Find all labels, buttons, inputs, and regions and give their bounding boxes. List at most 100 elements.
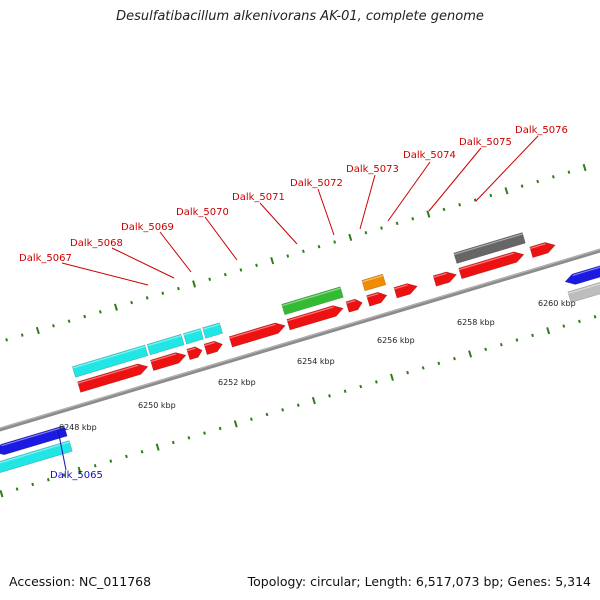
gene-arrow [432, 271, 458, 287]
inner-tick [374, 380, 378, 384]
gene-shine [204, 341, 215, 347]
scale-label: 6252 kbp [218, 378, 256, 387]
outer-tick [473, 198, 477, 202]
inner-tick [546, 327, 551, 335]
gene-shine [362, 274, 384, 283]
outer-tick [380, 226, 383, 230]
gene-shine [281, 287, 341, 307]
gene-label: Dalk_5073 [346, 164, 399, 175]
inner-tick [406, 370, 409, 375]
inner-tick [93, 464, 97, 468]
outer-tick [67, 319, 71, 323]
label-leader-line [475, 135, 539, 202]
outer-tick [348, 233, 353, 241]
inner-tick [203, 431, 206, 435]
genome-backbone [0, 248, 600, 432]
gene-label: Dalk_5068 [70, 238, 123, 249]
outer-tick [270, 257, 275, 265]
outer-tick [177, 286, 180, 291]
outer-tick [255, 263, 258, 268]
inner-tick [343, 389, 347, 393]
inner-tick [218, 426, 222, 431]
inner-tick [62, 473, 66, 477]
gene-box [281, 286, 344, 316]
label-leader-line [359, 174, 376, 230]
inner-tick [155, 443, 160, 451]
outer-tick [458, 203, 462, 207]
inner-tick [77, 466, 82, 475]
gene-shine [453, 233, 523, 255]
inner-tick [31, 482, 35, 487]
outer-tick [286, 254, 290, 258]
label-leader-line [159, 231, 192, 273]
gene-arrow [150, 352, 187, 371]
gene-box [0, 440, 73, 474]
gene-shine [0, 441, 70, 464]
inner-tick [359, 384, 363, 389]
gene-label: Dalk_5071 [232, 192, 285, 203]
label-leader-line [259, 202, 298, 245]
gene-box [183, 328, 204, 345]
inner-tick [140, 450, 144, 454]
outer-tick [551, 175, 555, 179]
inner-tick [499, 342, 503, 347]
gene-shine [202, 323, 221, 330]
gene-box [361, 273, 387, 292]
outer-tick [192, 280, 197, 288]
outer-tick [567, 170, 571, 174]
inner-tick [0, 490, 4, 498]
inner-tick [171, 440, 175, 445]
outer-tick [52, 324, 55, 328]
scale-label: 6254 kbp [297, 357, 335, 366]
inner-tick [437, 361, 441, 366]
gene-shine [183, 329, 201, 336]
inner-tick [46, 477, 50, 482]
inner-tick [187, 436, 191, 440]
gene-shine [186, 347, 196, 352]
outer-tick [426, 210, 431, 218]
gene-arrow [186, 346, 203, 361]
gene-arrow [77, 363, 149, 393]
backbone-line [0, 248, 600, 432]
gene-label: Dalk_5074 [403, 150, 456, 161]
tick-marks [0, 163, 597, 498]
inner-tick [484, 347, 488, 352]
inner-tick [296, 403, 300, 407]
gene-shine [458, 252, 515, 271]
label-leader-line [111, 247, 175, 279]
gene-arrow [0, 425, 68, 456]
outer-tick [302, 249, 305, 254]
gene-shine [150, 353, 177, 363]
map-title: Desulfatibacillum alkenivorans AK-01, co… [116, 9, 484, 24]
outer-tick [504, 187, 509, 195]
gene-shine [366, 293, 379, 298]
label-leader-line [317, 188, 335, 236]
inner-tick [390, 373, 394, 381]
accession-text: Accession: NC_011768 [9, 574, 152, 589]
outer-tick [582, 163, 587, 172]
scale-label: 6248 kbp [59, 423, 97, 432]
inner-tick [531, 333, 534, 338]
inner-tick [311, 396, 316, 405]
inner-tick [233, 420, 238, 428]
gene-label: Dalk_5072 [290, 178, 343, 189]
gene-shine [1, 426, 65, 447]
gene-labels: Dalk_5065Dalk_5067Dalk_5068Dalk_5069Dalk… [19, 125, 568, 481]
outer-tick [223, 272, 227, 277]
label-leader-line [387, 161, 431, 222]
label-leaders [57, 135, 539, 471]
gene-box [202, 322, 223, 339]
gene-shine [529, 243, 546, 250]
inner-tick [15, 487, 19, 491]
label-leader-line [204, 216, 238, 261]
gene-box [453, 232, 526, 264]
gene-shine [72, 345, 146, 369]
backbone-highlight [0, 248, 600, 429]
gene-box [146, 333, 185, 356]
outer-tick [364, 230, 368, 235]
outer-tick [83, 314, 87, 319]
gene-arrow [366, 291, 388, 307]
label-leader-line [428, 147, 482, 212]
outer-tick [35, 326, 40, 335]
gene-shine [346, 300, 356, 304]
